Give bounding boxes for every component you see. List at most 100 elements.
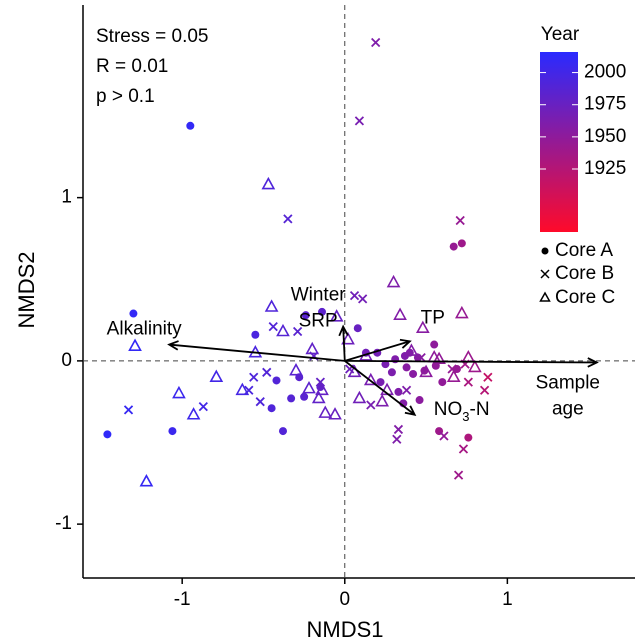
point bbox=[446, 369, 461, 383]
y-tick-label: -1 bbox=[55, 513, 72, 534]
point bbox=[439, 431, 449, 441]
legend-marker bbox=[541, 247, 549, 255]
point bbox=[276, 323, 290, 337]
y-axis-title: NMDS2 bbox=[14, 251, 39, 328]
point bbox=[386, 274, 401, 288]
point bbox=[272, 376, 281, 385]
point bbox=[415, 396, 424, 405]
loading-arrow bbox=[167, 340, 345, 362]
point bbox=[358, 294, 368, 304]
colorbar-tick-label: 2000 bbox=[584, 62, 626, 83]
point bbox=[354, 116, 365, 126]
point bbox=[381, 360, 390, 369]
point bbox=[376, 378, 385, 387]
point bbox=[438, 378, 447, 387]
colorbar-tick-label: 1925 bbox=[584, 158, 626, 179]
loading-arrow bbox=[344, 338, 412, 362]
point bbox=[139, 474, 154, 487]
point bbox=[341, 331, 355, 345]
legend-marker bbox=[539, 291, 551, 302]
point bbox=[172, 385, 186, 399]
point bbox=[186, 121, 195, 130]
point bbox=[235, 382, 250, 396]
point bbox=[305, 341, 320, 355]
point bbox=[264, 299, 279, 312]
arrow-label-part: -N bbox=[470, 399, 490, 420]
loading-arrow bbox=[338, 324, 349, 361]
point bbox=[278, 427, 287, 436]
arrow-label: SRP bbox=[299, 311, 338, 332]
point bbox=[128, 338, 142, 351]
legend-label: Core B bbox=[555, 263, 614, 284]
point bbox=[289, 363, 303, 376]
colorbar bbox=[540, 52, 578, 232]
x-tick-label: 0 bbox=[339, 589, 350, 610]
point bbox=[315, 382, 329, 396]
point bbox=[244, 385, 254, 395]
point bbox=[123, 405, 134, 415]
point bbox=[318, 405, 333, 418]
point bbox=[268, 321, 278, 332]
point bbox=[458, 444, 469, 454]
point bbox=[349, 290, 360, 301]
point bbox=[168, 427, 177, 436]
point bbox=[387, 368, 396, 377]
annotation: R = 0.01 bbox=[96, 56, 168, 77]
point bbox=[415, 320, 430, 334]
point bbox=[464, 433, 473, 442]
loading-arrow bbox=[344, 360, 417, 417]
point bbox=[454, 305, 469, 319]
point bbox=[300, 392, 309, 401]
arrow-label-part: 3 bbox=[462, 409, 469, 424]
colorbar-tick-label: 1975 bbox=[584, 94, 626, 115]
point bbox=[401, 385, 412, 395]
colorbar-tick-label: 1950 bbox=[584, 126, 626, 147]
point bbox=[432, 351, 446, 365]
point bbox=[393, 307, 407, 320]
point bbox=[301, 311, 310, 320]
point bbox=[404, 343, 419, 356]
point bbox=[261, 176, 276, 190]
point bbox=[416, 352, 426, 363]
arrow-label: age bbox=[552, 399, 584, 420]
point bbox=[292, 326, 303, 337]
point bbox=[453, 470, 464, 480]
point bbox=[394, 387, 403, 396]
point bbox=[375, 394, 390, 407]
legend-marker bbox=[540, 269, 550, 279]
point bbox=[467, 359, 482, 373]
legend-label: Core A bbox=[555, 240, 613, 261]
point bbox=[449, 242, 458, 251]
arrow-label: TP bbox=[421, 307, 445, 328]
x-axis-title: NMDS1 bbox=[306, 617, 383, 642]
colorbar-title: Year bbox=[541, 24, 580, 45]
point bbox=[402, 363, 411, 372]
point bbox=[328, 407, 342, 420]
point bbox=[283, 214, 293, 224]
point bbox=[430, 340, 439, 349]
point bbox=[251, 330, 260, 339]
x-tick-label: 1 bbox=[502, 589, 513, 610]
point bbox=[479, 385, 490, 395]
loading-arrow bbox=[344, 357, 599, 368]
point bbox=[419, 364, 433, 378]
y-tick-label: 0 bbox=[61, 350, 72, 371]
point bbox=[103, 430, 112, 439]
legend-label: Core C bbox=[555, 287, 615, 308]
point bbox=[366, 400, 376, 410]
point bbox=[287, 394, 296, 403]
point bbox=[198, 401, 208, 412]
point bbox=[483, 372, 493, 382]
annotation: Stress = 0.05 bbox=[96, 26, 208, 47]
point bbox=[353, 324, 362, 333]
point bbox=[262, 367, 272, 377]
point bbox=[455, 215, 465, 226]
point bbox=[249, 372, 259, 382]
point bbox=[352, 390, 367, 404]
y-tick-label: 1 bbox=[61, 187, 72, 208]
point bbox=[129, 309, 138, 318]
annotation: p > 0.1 bbox=[96, 86, 155, 107]
point bbox=[302, 380, 316, 394]
point bbox=[186, 407, 201, 420]
